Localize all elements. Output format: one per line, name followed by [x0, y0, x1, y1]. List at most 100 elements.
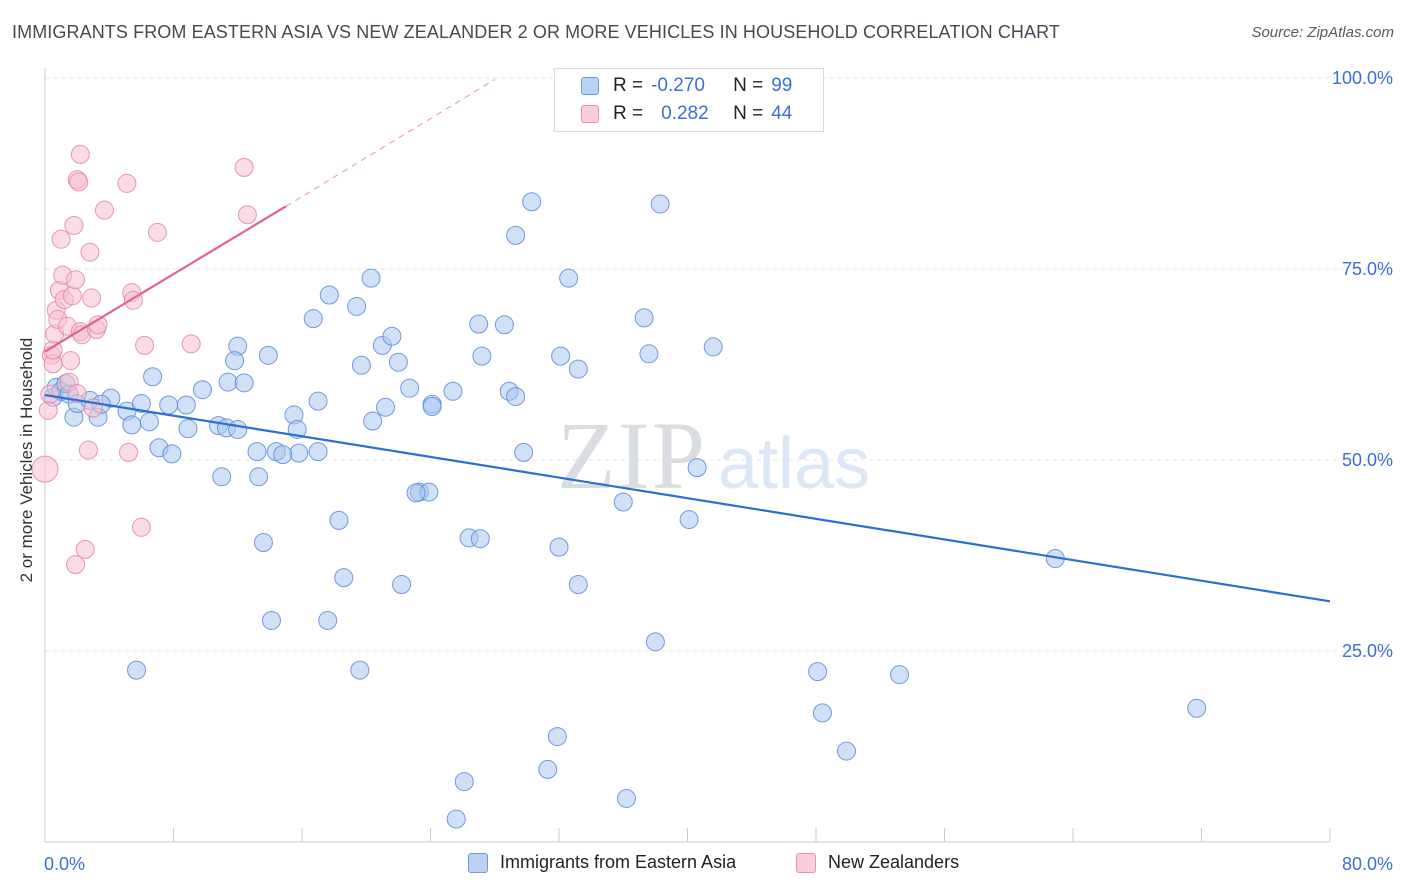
point-eastern-asia — [159, 395, 179, 415]
point-new-zealander — [147, 222, 167, 242]
point-eastern-asia — [234, 373, 254, 393]
legend-swatch-blue — [468, 852, 488, 873]
legend-r-label: R = — [613, 103, 644, 124]
legend-row-new-zealanders: R = 0.282 N = 44 — [581, 100, 792, 128]
point-eastern-asia — [143, 367, 163, 387]
point-eastern-asia — [406, 483, 426, 503]
point-eastern-asia — [547, 727, 567, 747]
point-eastern-asia — [392, 575, 412, 595]
point-eastern-asia — [559, 268, 579, 288]
point-eastern-asia — [422, 397, 442, 417]
legend-r-value: 0.282 — [661, 103, 709, 124]
point-eastern-asia — [273, 445, 293, 465]
legend-r-label: R = — [613, 75, 644, 96]
y-tick-label: 100.0% — [1332, 68, 1393, 88]
point-eastern-asia — [446, 809, 466, 829]
point-eastern-asia — [192, 380, 212, 400]
point-eastern-asia — [568, 359, 588, 379]
point-eastern-asia — [347, 296, 367, 316]
point-eastern-asia — [212, 467, 232, 487]
point-eastern-asia — [122, 415, 142, 435]
point-eastern-asia — [289, 443, 309, 463]
x-tick-label: 0.0% — [44, 854, 85, 874]
trend-line-new-zealanders-extension — [285, 79, 496, 207]
point-new-zealander — [181, 334, 201, 354]
trend-line-eastern-asia — [44, 393, 1331, 603]
axes — [44, 68, 1331, 843]
point-eastern-asia — [225, 351, 245, 371]
point-eastern-asia — [176, 395, 196, 415]
point-eastern-asia — [506, 387, 526, 407]
legend-n-value: 44 — [771, 103, 793, 124]
point-new-zealander — [117, 173, 137, 193]
x-tick-label: 80.0% — [1342, 854, 1393, 874]
point-eastern-asia — [454, 772, 474, 792]
y-tick-label: 75.0% — [1342, 259, 1393, 279]
point-eastern-asia — [228, 419, 248, 439]
y-axis-label: 2 or more Vehicles in Household — [17, 337, 36, 583]
point-eastern-asia — [127, 660, 147, 680]
point-eastern-asia — [308, 391, 328, 411]
watermark-zip: ZIP — [557, 402, 707, 509]
point-new-zealander — [66, 555, 86, 575]
watermark: ZIP atlas — [557, 402, 870, 509]
point-eastern-asia — [522, 192, 542, 212]
point-eastern-asia — [162, 444, 182, 464]
y-tick-label: 25.0% — [1342, 641, 1393, 661]
point-eastern-asia — [400, 378, 420, 398]
point-eastern-asia — [261, 610, 281, 630]
point-eastern-asia — [351, 355, 371, 375]
legend-n-value: 99 — [771, 75, 793, 96]
series-legend: Immigrants from Eastern Asia New Zealand… — [0, 852, 1406, 878]
point-new-zealander — [62, 286, 82, 306]
point-eastern-asia — [645, 632, 665, 652]
point-eastern-asia — [1187, 698, 1207, 718]
point-eastern-asia — [808, 662, 828, 682]
point-eastern-asia — [469, 314, 489, 334]
point-new-zealander — [237, 205, 257, 225]
source-credit: Source: ZipAtlas.com — [1251, 24, 1394, 41]
point-eastern-asia — [361, 268, 381, 288]
legend-swatch-pink — [581, 105, 599, 123]
point-new-zealander — [119, 442, 139, 462]
point-eastern-asia — [890, 665, 910, 685]
point-new-zealander — [131, 517, 151, 537]
point-new-zealander — [67, 384, 87, 404]
point-eastern-asia — [551, 346, 571, 366]
point-eastern-asia — [318, 610, 338, 630]
point-new-zealander — [69, 172, 89, 192]
point-eastern-asia — [568, 575, 588, 595]
point-eastern-asia — [703, 337, 723, 357]
legend-swatch-pink — [796, 852, 816, 873]
point-new-zealander — [135, 335, 155, 355]
legend-item-new-zealanders: New Zealanders — [796, 852, 959, 873]
legend-swatch-blue — [581, 77, 599, 95]
point-eastern-asia — [258, 345, 278, 365]
point-eastern-asia — [319, 285, 339, 305]
point-eastern-asia — [616, 788, 636, 808]
point-eastern-asia — [613, 492, 633, 512]
point-new-zealander — [61, 351, 81, 371]
point-eastern-asia — [634, 308, 654, 328]
legend-label-new-zealanders: New Zealanders — [828, 852, 960, 872]
point-new-zealander — [40, 384, 60, 404]
point-eastern-asia — [538, 759, 558, 779]
legend-row-eastern-asia: R = -0.270 N = 99 — [581, 72, 792, 100]
point-eastern-asia — [514, 442, 534, 462]
tick-labels: 25.0% 50.0% 75.0% 100.0% 0.0% 80.0% — [44, 68, 1393, 874]
point-eastern-asia — [549, 537, 569, 557]
trend-line-new-zealanders — [44, 205, 287, 353]
stats-legend: R = -0.270 N = 99 R = 0.282 N = 44 — [554, 68, 824, 132]
point-eastern-asia — [131, 393, 151, 413]
point-new-zealander — [234, 157, 254, 177]
point-eastern-asia — [506, 225, 526, 245]
point-new-zealander — [66, 270, 86, 290]
trend-lines — [44, 79, 1331, 603]
legend-n-label: N = — [733, 103, 764, 124]
point-eastern-asia — [687, 458, 707, 478]
point-eastern-asia — [334, 568, 354, 588]
point-eastern-asia — [303, 309, 323, 329]
point-eastern-asia — [494, 315, 514, 335]
point-eastern-asia — [443, 381, 463, 401]
